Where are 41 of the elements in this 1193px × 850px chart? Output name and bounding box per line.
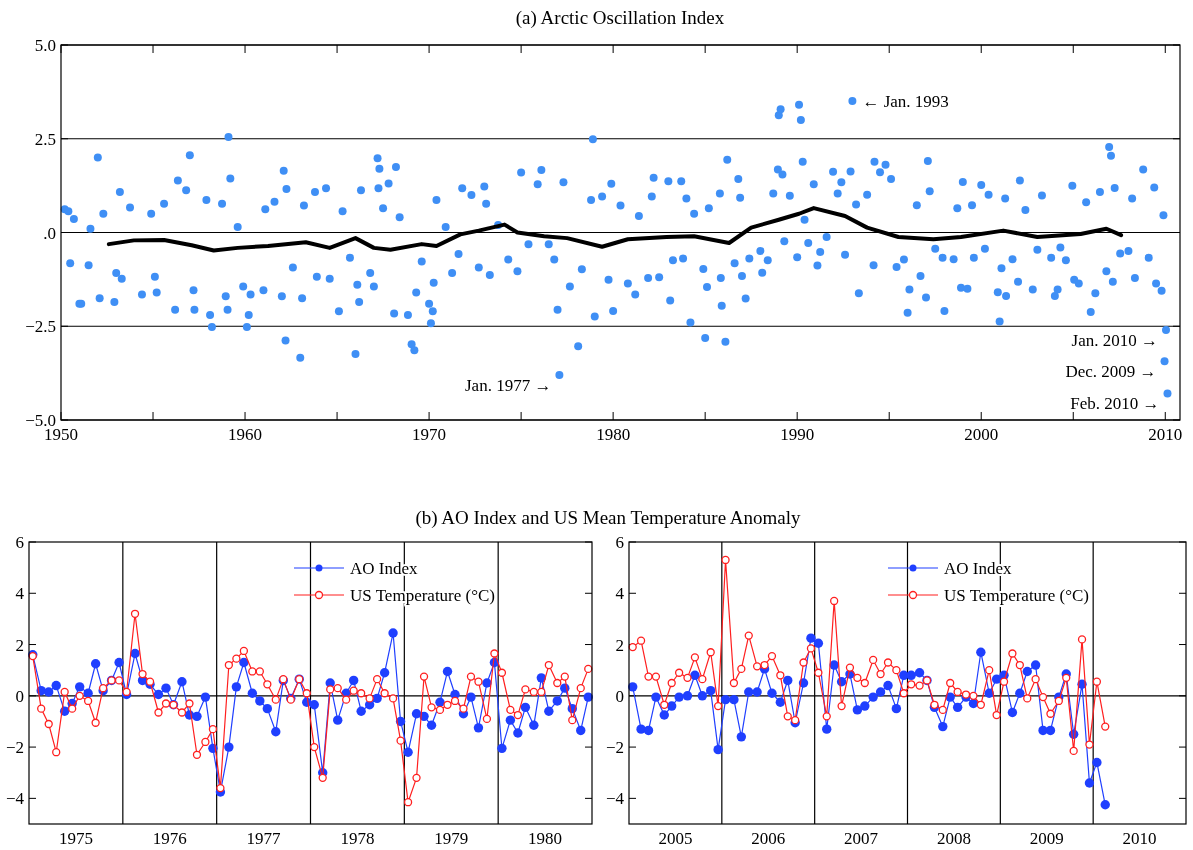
y-tick-label: 4: [615, 584, 625, 604]
x-tick-label: 2010: [1148, 425, 1183, 444]
x-tick-label: 1990: [780, 425, 815, 444]
y-tick-label: 2: [15, 635, 24, 655]
chart-title: (a) Arctic Oscillation Index: [515, 7, 725, 29]
y-tick-label: 2: [615, 635, 624, 655]
annotation: ← Jan. 1993: [862, 91, 949, 111]
chart-title: (b) AO Index and US Mean Temperature Anomaly: [415, 507, 802, 529]
annotation: Jan. 1977 →: [464, 376, 552, 395]
x-tick-label: 2008: [936, 829, 971, 848]
x-tick-label: 1979: [434, 829, 469, 848]
y-tick-label: −2: [605, 738, 624, 758]
x-tick-label: 1980: [528, 829, 563, 848]
y-tick-label: .0: [43, 223, 56, 243]
x-tick-label: 1977: [246, 829, 282, 848]
annotation: Dec. 2009 →: [1065, 362, 1157, 382]
x-tick-label: 2007: [844, 829, 879, 848]
x-tick-label: 1975: [58, 829, 93, 848]
y-tick-label: −4: [605, 789, 625, 809]
x-tick-label: 2005: [658, 829, 693, 848]
y-tick-label: 6: [15, 533, 24, 552]
x-tick-label: 1976: [152, 829, 187, 848]
y-tick-label: 4: [15, 584, 25, 604]
y-tick-label: −4: [5, 789, 25, 809]
x-tick-label: 2006: [751, 829, 786, 848]
y-tick-label: −2: [5, 738, 24, 758]
x-tick-label: 1960: [228, 425, 263, 444]
y-tick-label: 5.0: [34, 36, 56, 55]
y-tick-label: 6: [615, 533, 624, 552]
y-tick-label: 0: [615, 686, 624, 706]
x-tick-label: 1980: [596, 425, 631, 444]
x-tick-label: 1978: [340, 829, 375, 848]
x-tick-label: 1970: [412, 425, 447, 444]
y-tick-label: 2.5: [34, 129, 56, 149]
y-tick-label: 0: [15, 686, 24, 706]
annotation: Jan. 2010 →: [1071, 331, 1159, 350]
x-tick-label: 2010: [1122, 829, 1157, 848]
annotation: Feb. 2010 →: [1070, 394, 1160, 414]
x-tick-label: 2009: [1029, 829, 1064, 848]
x-tick-label: 2000: [964, 425, 999, 444]
y-tick-label: −2.5: [25, 317, 56, 337]
